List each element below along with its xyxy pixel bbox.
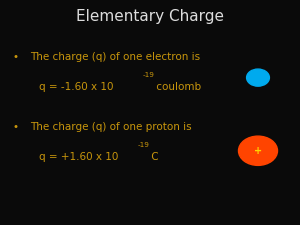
Text: The charge (q) of one electron is: The charge (q) of one electron is [30,52,200,62]
Text: Elementary Charge: Elementary Charge [76,9,224,24]
Text: +: + [254,146,262,156]
Text: •: • [12,52,18,62]
Text: -19: -19 [138,142,150,148]
Circle shape [238,136,278,165]
Text: q = -1.60 x 10: q = -1.60 x 10 [39,82,113,92]
Text: coulomb: coulomb [153,82,201,92]
Circle shape [247,69,269,86]
Text: •: • [12,122,18,131]
Text: C: C [148,152,159,162]
Text: The charge (q) of one proton is: The charge (q) of one proton is [30,122,192,131]
Text: -19: -19 [142,72,154,78]
Text: q = +1.60 x 10: q = +1.60 x 10 [39,152,118,162]
